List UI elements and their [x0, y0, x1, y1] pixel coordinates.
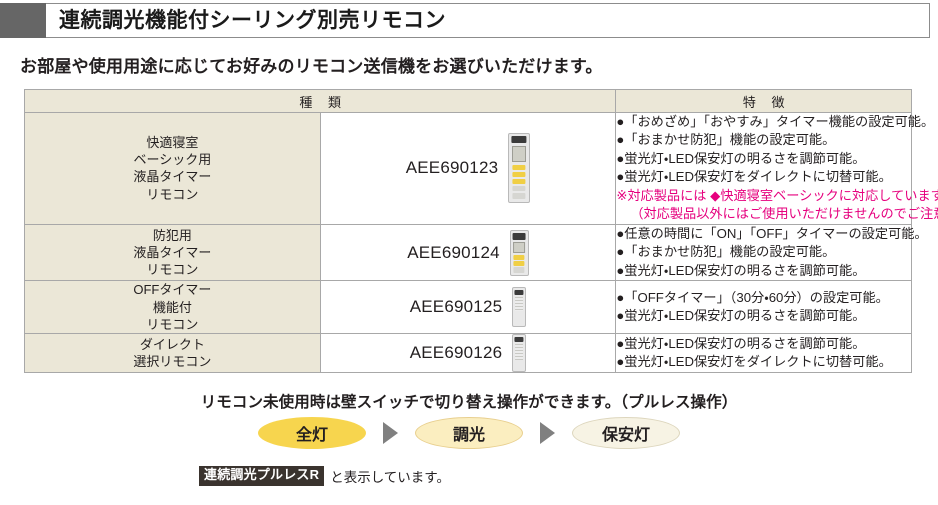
model-wrapper: AEE690124: [321, 229, 616, 276]
cell-model: AEE690125: [319, 280, 617, 335]
model-wrapper: AEE690125: [321, 287, 616, 328]
product-name-line: リモコン: [146, 186, 199, 202]
flow-caption: リモコン未使用時は壁スイッチで切り替え操作ができます。（プルレス操作）: [200, 394, 738, 411]
cell-product-name: OFFタイマー 機能付 リモコン: [24, 280, 321, 335]
remote-button: [513, 260, 525, 266]
feature-line: ●蛍光灯・LED保安灯をダイレクトに切替可能。: [616, 354, 892, 370]
title-box: 連続調光機能付シーリング別売リモコン: [46, 3, 930, 38]
remote-button: [512, 193, 526, 200]
column-header-kind: 種 類: [23, 89, 617, 113]
remote-button: [512, 179, 526, 185]
table-head: 種 類 特 徴: [23, 89, 912, 113]
cell-model: AEE690124: [319, 223, 617, 282]
flow-step-dimmed: 調光: [415, 417, 523, 449]
product-name-line: 選択リモコン: [133, 354, 212, 370]
remote-button-stack: [515, 297, 524, 312]
remote-button: [512, 186, 526, 192]
feature-line-alert: ※対応製品には ◆快適寝室ベーシックに対応しています と表示しています。: [616, 187, 938, 203]
feature-line: ●蛍光灯・LED保安灯の明るさを調節可能。: [616, 308, 866, 324]
cell-features: ●「おめざめ」「おやすみ」タイマー機能の設定可能。 ●「おまかせ防犯」機能の設定…: [615, 112, 938, 225]
remote-spec-table: 種 類 特 徴 快適寝室 ベーシック用 液晶タイマー リモコン AEE69012…: [23, 89, 938, 374]
cell-product-name: ダイレクト 選択リモコン: [24, 333, 321, 374]
table-row: ダイレクト 選択リモコン AEE690126 ●蛍光灯・LED保安灯の明るさを調…: [24, 333, 912, 374]
remote-button: [512, 172, 526, 178]
table-row: OFFタイマー 機能付 リモコン AEE690125 ●「OFFタイマー」（30…: [24, 280, 912, 335]
cell-model: AEE690126: [319, 333, 617, 374]
flow-arrow-icon: [383, 422, 398, 444]
cell-features: ●蛍光灯・LED保安灯の明るさを調節可能。 ●蛍光灯・LED保安灯をダイレクトに…: [615, 333, 912, 374]
feature-line: ●蛍光灯・LED保安灯の明るさを調節可能。: [616, 335, 866, 351]
feature-line: ●蛍光灯・LED保安灯の明るさを調節可能。: [616, 150, 866, 166]
lcd-timer-remote-medium-icon: [509, 229, 529, 276]
feature-line: ●「おめざめ」「おやすみ」タイマー機能の設定可能。: [616, 114, 935, 129]
feature-line: ●「OFFタイマー」（30分・60分）の設定可能。: [616, 289, 889, 305]
intro-text: お部屋や使用用途に応じてお好みのリモコン送信機をお選びいただけます。: [20, 57, 603, 76]
model-code: AEE690125: [409, 297, 503, 317]
product-name-line: リモコン: [146, 316, 199, 332]
cell-features: ●「OFFタイマー」（30分・60分）の設定可能。 ●蛍光灯・LED保安灯の明る…: [615, 280, 912, 335]
page-title-bar: 連続調光機能付シーリング別売リモコン: [0, 3, 930, 38]
model-code: AEE690123: [405, 158, 499, 178]
remote-button: [513, 254, 525, 260]
cell-product-name: 快適寝室 ベーシック用 液晶タイマー リモコン: [24, 112, 321, 225]
product-name-line: OFFタイマー: [133, 282, 212, 298]
remote-cap: [514, 337, 524, 343]
remote-button-stack: [515, 344, 524, 361]
remote-button: [512, 165, 526, 171]
cell-model: AEE690123: [319, 112, 617, 225]
footer-note-text: と表示しています。: [330, 470, 450, 485]
footer-note: 連続調光プルレスR と表示しています。: [199, 466, 450, 486]
feature-line: ●蛍光灯・LED保安灯をダイレクトに切替可能。: [616, 169, 892, 185]
cell-product-name: 防犯用 液晶タイマー リモコン: [24, 223, 321, 282]
remote-lcd-screen: [513, 241, 526, 253]
feature-line: ●「おまかせ防犯」機能の設定可能。: [616, 132, 836, 148]
model-wrapper: AEE690123: [321, 133, 616, 204]
feature-line: ●蛍光灯・LED保安灯の明るさを調節可能。: [616, 262, 866, 278]
model-wrapper: AEE690126: [321, 334, 616, 373]
feature-line: ●「おまかせ防犯」機能の設定可能。: [616, 244, 836, 260]
flow-step-full-light: 全灯: [258, 417, 366, 449]
product-name-line: 機能付: [152, 299, 192, 315]
lcd-timer-remote-large-icon: [508, 133, 531, 204]
model-code: AEE690124: [407, 242, 500, 262]
feature-line-alert-note: （対応製品以外にはご使用いただけませんのでご注意下さい。）: [630, 206, 938, 222]
remote-cap: [512, 232, 526, 240]
feature-line: ●任意の時間に「ON」「OFF」タイマーの設定可能。: [616, 225, 928, 241]
product-name-line: 快適寝室: [146, 134, 199, 150]
table-row: 防犯用 液晶タイマー リモコン AEE690124: [24, 223, 928, 282]
flow-arrow-icon: [540, 422, 555, 444]
page-title: 連続調光機能付シーリング別売リモコン: [59, 9, 446, 32]
product-name-line: 液晶タイマー: [133, 244, 212, 260]
product-name-line: ベーシック用: [133, 152, 212, 168]
column-header-feature: 特 徴: [615, 89, 912, 113]
model-code: AEE690126: [409, 343, 503, 363]
remote-button: [513, 266, 525, 273]
flow-step-night-light: 保安灯: [572, 417, 680, 449]
remote-cap: [511, 136, 527, 144]
product-name-line: ダイレクト: [139, 336, 205, 352]
product-name-line: リモコン: [146, 262, 199, 278]
lighting-mode-flow: 全灯 調光 保安灯: [0, 417, 938, 449]
product-name-line: 液晶タイマー: [133, 169, 212, 185]
product-name-line: 防犯用: [152, 227, 192, 243]
status-badge: 連続調光プルレスR: [199, 466, 325, 486]
table-body: 快適寝室 ベーシック用 液晶タイマー リモコン AEE690123: [24, 112, 938, 374]
simple-remote-icon: [512, 287, 527, 328]
table-header-row: 種 類 特 徴: [23, 89, 912, 113]
title-accent-block: [0, 3, 46, 38]
cell-features: ●任意の時間に「ON」「OFF」タイマーの設定可能。 ●「おまかせ防犯」機能の設…: [615, 223, 928, 282]
remote-lcd-screen: [512, 146, 527, 163]
remote-cap: [514, 290, 524, 296]
direct-select-remote-icon: [512, 334, 527, 373]
table-row: 快適寝室 ベーシック用 液晶タイマー リモコン AEE690123: [24, 112, 938, 225]
